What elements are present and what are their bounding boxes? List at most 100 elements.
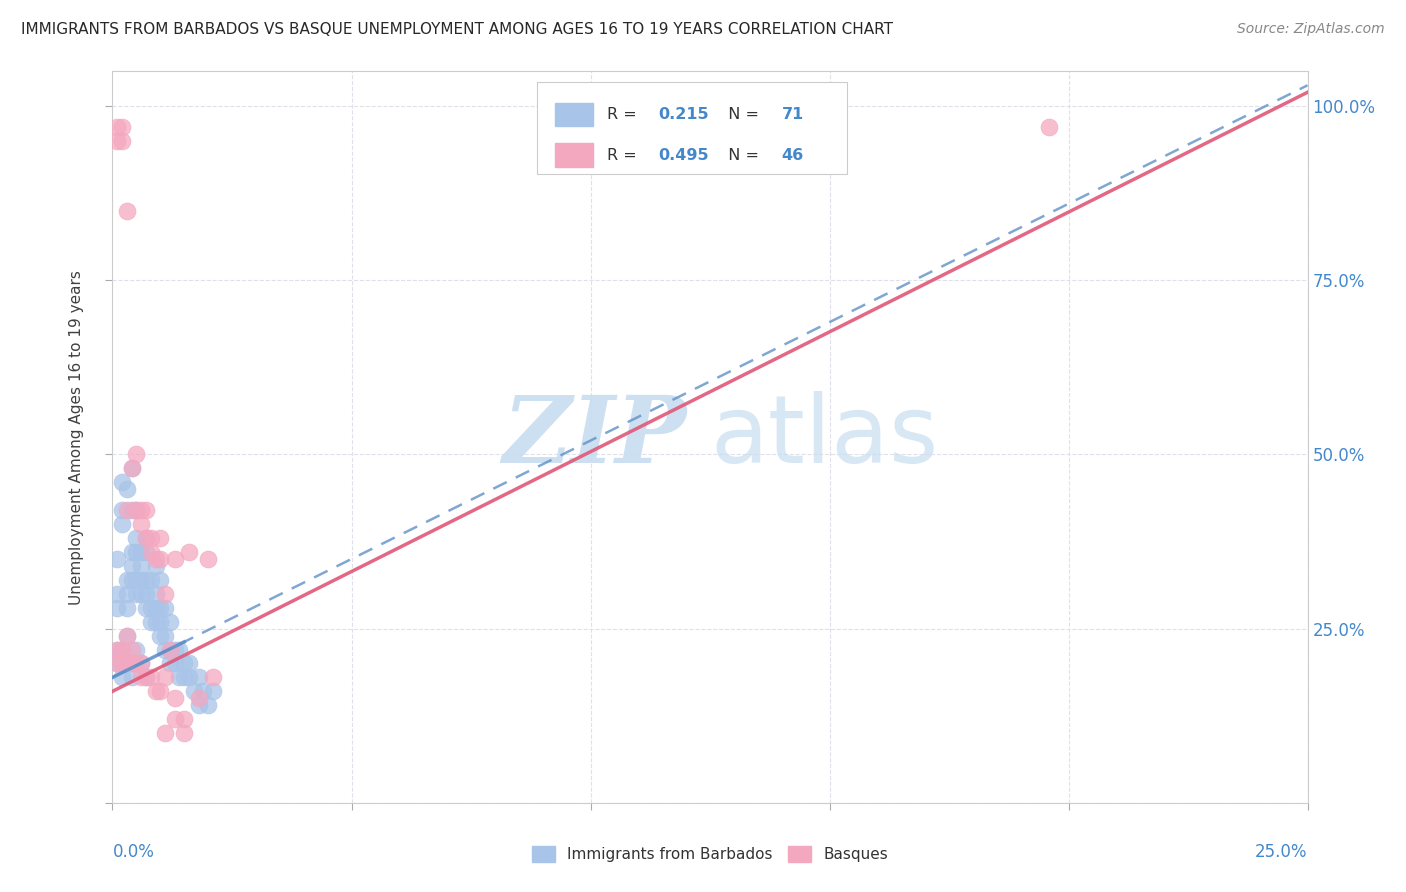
Point — [135, 503, 157, 517]
Text: 46: 46 — [782, 148, 804, 162]
Point — [105, 600, 128, 615]
Point — [173, 712, 195, 726]
Point — [125, 642, 148, 657]
Point — [163, 712, 186, 726]
Point — [153, 670, 176, 684]
Point — [153, 629, 176, 643]
Point — [177, 657, 200, 671]
Point — [159, 615, 181, 629]
Point — [121, 503, 143, 517]
Point — [115, 629, 138, 643]
Point — [105, 657, 128, 671]
Text: Source: ZipAtlas.com: Source: ZipAtlas.com — [1237, 22, 1385, 37]
Point — [135, 545, 157, 559]
Point — [173, 670, 195, 684]
Point — [1038, 120, 1060, 134]
Point — [125, 545, 148, 559]
Point — [135, 600, 157, 615]
Point — [129, 558, 152, 573]
Point — [111, 642, 134, 657]
Point — [121, 461, 143, 475]
Text: IMMIGRANTS FROM BARBADOS VS BASQUE UNEMPLOYMENT AMONG AGES 16 TO 19 YEARS CORREL: IMMIGRANTS FROM BARBADOS VS BASQUE UNEMP… — [21, 22, 893, 37]
Point — [187, 691, 209, 706]
Point — [145, 558, 167, 573]
Point — [129, 587, 152, 601]
Point — [149, 684, 172, 698]
Point — [129, 503, 152, 517]
Point — [105, 587, 128, 601]
Point — [121, 461, 143, 475]
Text: R =: R = — [607, 148, 643, 162]
Y-axis label: Unemployment Among Ages 16 to 19 years: Unemployment Among Ages 16 to 19 years — [69, 269, 84, 605]
Point — [135, 531, 157, 545]
Point — [197, 698, 219, 713]
Text: R =: R = — [607, 107, 643, 122]
Point — [125, 503, 148, 517]
Point — [169, 642, 191, 657]
Point — [111, 642, 134, 657]
Point — [125, 448, 148, 462]
Point — [115, 483, 138, 497]
Point — [145, 684, 167, 698]
Text: ZIP: ZIP — [502, 392, 686, 482]
Point — [139, 531, 162, 545]
Point — [153, 642, 176, 657]
Point — [201, 670, 224, 684]
Point — [105, 642, 128, 657]
Point — [145, 615, 167, 629]
Point — [129, 517, 152, 532]
FancyBboxPatch shape — [554, 144, 593, 167]
Point — [129, 670, 152, 684]
Point — [121, 657, 143, 671]
Text: 0.495: 0.495 — [658, 148, 709, 162]
Point — [125, 503, 148, 517]
Point — [105, 642, 128, 657]
Point — [105, 134, 128, 148]
Point — [135, 573, 157, 587]
Point — [121, 657, 143, 671]
Point — [139, 600, 162, 615]
Point — [197, 552, 219, 566]
Point — [149, 615, 172, 629]
Point — [135, 531, 157, 545]
Point — [159, 657, 181, 671]
Point — [135, 587, 157, 601]
Point — [153, 600, 176, 615]
Point — [121, 545, 143, 559]
Point — [163, 657, 186, 671]
Point — [111, 134, 134, 148]
Point — [145, 587, 167, 601]
Point — [111, 120, 134, 134]
Point — [115, 587, 138, 601]
Text: N =: N = — [718, 107, 765, 122]
Point — [139, 670, 162, 684]
FancyBboxPatch shape — [554, 103, 593, 127]
Text: 0.215: 0.215 — [658, 107, 709, 122]
Point — [145, 552, 167, 566]
Point — [163, 691, 186, 706]
Point — [149, 573, 172, 587]
Point — [149, 552, 172, 566]
Point — [111, 657, 134, 671]
Point — [177, 545, 200, 559]
Point — [135, 670, 157, 684]
Point — [111, 475, 134, 490]
Point — [121, 558, 143, 573]
Point — [115, 629, 138, 643]
Point — [121, 642, 143, 657]
Point — [129, 657, 152, 671]
Point — [139, 615, 162, 629]
Point — [125, 587, 148, 601]
Point — [111, 670, 134, 684]
FancyBboxPatch shape — [537, 82, 848, 174]
Point — [177, 670, 200, 684]
Point — [173, 657, 195, 671]
Point — [115, 573, 138, 587]
Point — [149, 600, 172, 615]
Point — [135, 670, 157, 684]
Point — [169, 670, 191, 684]
Point — [129, 657, 152, 671]
Point — [159, 642, 181, 657]
Point — [159, 642, 181, 657]
Point — [183, 684, 205, 698]
